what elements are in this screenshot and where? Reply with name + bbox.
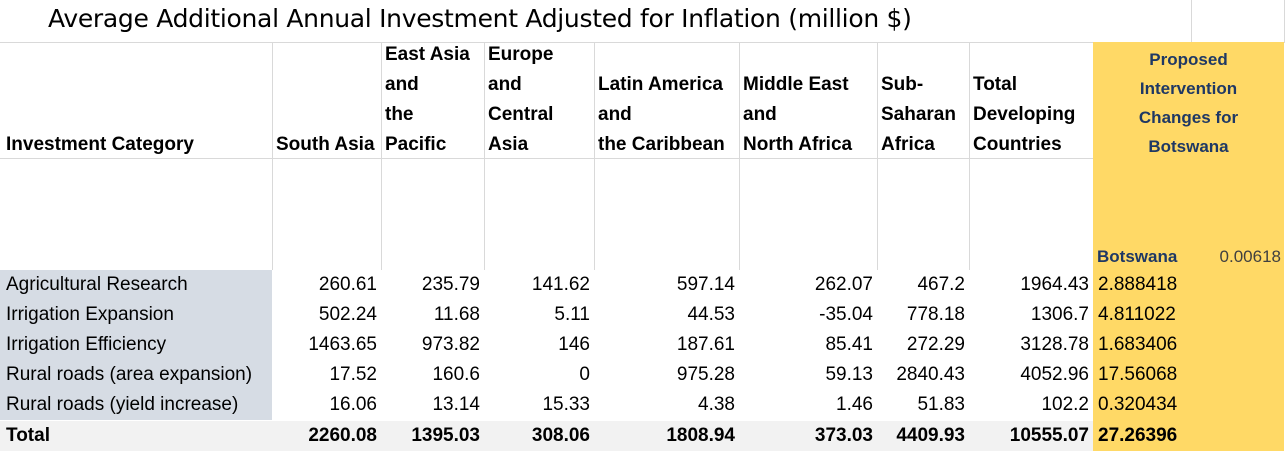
- row-label[interactable]: Irrigation Efficiency: [6, 334, 167, 355]
- row-label-bg: [0, 390, 272, 420]
- cell-value[interactable]: 17.52: [329, 364, 377, 385]
- cell-value[interactable]: 502.24: [318, 304, 377, 325]
- empty-cell[interactable]: [1093, 0, 1192, 43]
- row-label[interactable]: Irrigation Expansion: [6, 304, 174, 325]
- row-label-bg: [0, 270, 272, 300]
- gridline: [594, 42, 595, 270]
- botswana-value[interactable]: 4.811022: [1098, 304, 1176, 325]
- cell-value[interactable]: 4.38: [698, 394, 735, 415]
- row-label[interactable]: Rural roads (area expansion): [6, 364, 253, 385]
- header-investment-category: Investment Category: [6, 134, 194, 155]
- total-value[interactable]: 308.06: [531, 425, 590, 446]
- total-value[interactable]: 1395.03: [411, 425, 480, 446]
- gridline: [0, 42, 1093, 43]
- botswana-value[interactable]: 1.683406: [1098, 334, 1178, 355]
- header-proposed-intervention: Proposed Intervention Changes for Botswana: [1138, 50, 1239, 156]
- row-label-bg: [0, 330, 272, 360]
- gridline: [381, 42, 382, 270]
- total-value[interactable]: 373.03: [814, 425, 873, 446]
- cell-value[interactable]: 51.83: [917, 394, 965, 415]
- cell-value[interactable]: 15.33: [542, 394, 590, 415]
- header-middle-east: Middle East and North Africa: [743, 74, 853, 155]
- cell-value[interactable]: 44.53: [687, 304, 735, 325]
- cell-value[interactable]: 141.62: [531, 274, 590, 295]
- total-value[interactable]: 10555.07: [1009, 425, 1089, 446]
- cell-value[interactable]: 3128.78: [1020, 334, 1089, 355]
- gridline: [0, 158, 1093, 159]
- gridline: [484, 42, 485, 270]
- gridline: [877, 42, 878, 270]
- gridline: [272, 42, 273, 270]
- header-east-asia: East Asia and the Pacific: [385, 44, 470, 155]
- botswana-factor[interactable]: 0.00618: [1219, 247, 1281, 266]
- cell-value[interactable]: 260.61: [318, 274, 377, 295]
- cell-value[interactable]: 1463.65: [308, 334, 377, 355]
- botswana-value[interactable]: 17.56068: [1098, 364, 1178, 385]
- cell-value[interactable]: 262.07: [814, 274, 873, 295]
- botswana-value[interactable]: 2.888418: [1098, 274, 1178, 295]
- cell-value[interactable]: 160.6: [432, 364, 480, 385]
- cell-value[interactable]: 11.68: [433, 304, 480, 325]
- gridline: [969, 42, 970, 270]
- row-label-bg: [0, 360, 272, 390]
- cell-value[interactable]: 1964.43: [1020, 274, 1089, 295]
- cell-value[interactable]: 85.41: [825, 334, 873, 355]
- row-label[interactable]: Rural roads (yield increase): [6, 394, 239, 415]
- cell-value[interactable]: 5.11: [554, 304, 590, 325]
- header-europe-central-asia: Europe and Central Asia: [488, 44, 554, 155]
- cell-value[interactable]: 1.46: [836, 394, 873, 415]
- header-total-developing: Total Developing Countries: [973, 74, 1076, 155]
- botswana-value[interactable]: 0.320434: [1098, 394, 1178, 415]
- botswana-total[interactable]: 27.26396: [1098, 425, 1178, 446]
- cell-value[interactable]: 4052.96: [1020, 364, 1089, 385]
- cell-value[interactable]: 235.79: [421, 274, 480, 295]
- sheet-title: Average Additional Annual Investment Adj…: [48, 4, 912, 33]
- cell-value[interactable]: 16.06: [329, 394, 377, 415]
- total-value[interactable]: 2260.08: [308, 425, 377, 446]
- total-value[interactable]: 4409.93: [896, 425, 965, 446]
- cell-value[interactable]: 272.29: [906, 334, 965, 355]
- botswana-label[interactable]: Botswana: [1097, 247, 1178, 266]
- total-value[interactable]: 1808.94: [666, 425, 735, 446]
- cell-value[interactable]: -35.04: [819, 304, 873, 325]
- cell-value[interactable]: 467.2: [917, 274, 965, 295]
- cell-value[interactable]: 102.2: [1041, 394, 1089, 415]
- header-latin-america: Latin America and the Caribbean: [598, 74, 725, 155]
- cell-value[interactable]: 1306.7: [1030, 304, 1089, 325]
- header-south-asia: South Asia: [276, 134, 375, 155]
- cell-value[interactable]: 778.18: [906, 304, 965, 325]
- cell-value[interactable]: 187.61: [676, 334, 735, 355]
- cell-value[interactable]: 59.13: [825, 364, 873, 385]
- cell-value[interactable]: 13.14: [432, 394, 480, 415]
- cell-value[interactable]: 597.14: [676, 274, 735, 295]
- empty-cell[interactable]: [1192, 0, 1285, 43]
- cell-value[interactable]: 973.82: [421, 334, 480, 355]
- row-label-bg: [0, 300, 272, 330]
- proposed-column-highlight: [1093, 42, 1284, 451]
- cell-value[interactable]: 146: [558, 334, 590, 355]
- row-label[interactable]: Agricultural Research: [6, 274, 188, 295]
- header-sub-saharan-africa: Sub- Saharan Africa: [881, 74, 956, 155]
- total-row-bg: [0, 421, 1093, 451]
- cell-value[interactable]: 0: [579, 364, 590, 385]
- gridline: [739, 42, 740, 270]
- cell-value[interactable]: 975.28: [676, 364, 735, 385]
- total-label[interactable]: Total: [6, 425, 50, 446]
- cell-value[interactable]: 2840.43: [896, 364, 965, 385]
